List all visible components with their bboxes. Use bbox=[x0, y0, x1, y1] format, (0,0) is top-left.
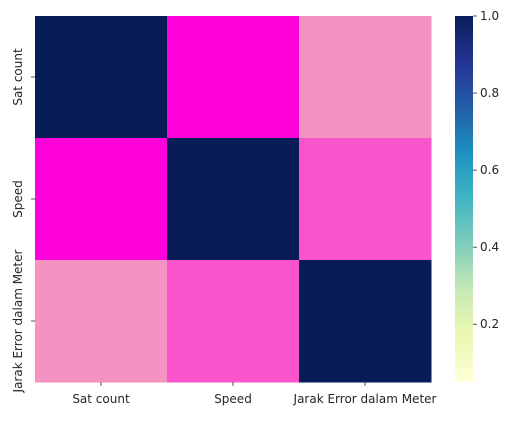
heatmap-cell bbox=[299, 138, 432, 261]
heatmap-cell bbox=[167, 138, 300, 261]
heatmap-cells bbox=[35, 16, 432, 383]
x-tick-label: Sat count bbox=[72, 392, 130, 406]
x-tick-labels: Sat count Speed Jarak Error dalam Meter bbox=[72, 382, 437, 406]
x-tick-label: Jarak Error dalam Meter bbox=[293, 392, 437, 406]
y-tick-label: Speed bbox=[11, 180, 25, 218]
y-tick-labels: Sat count Speed Jarak Error dalam Meter bbox=[11, 48, 35, 393]
heatmap-cell bbox=[35, 260, 168, 383]
heatmap-cell bbox=[167, 260, 300, 383]
colorbar-ticks: 0.2 0.4 0.6 0.8 1.0 bbox=[473, 9, 499, 331]
heatmap-cell bbox=[299, 16, 432, 139]
colorbar-tick-label: 1.0 bbox=[480, 9, 499, 23]
colorbar-tick-label: 0.8 bbox=[480, 86, 499, 100]
y-tick-label: Jarak Error dalam Meter bbox=[11, 249, 25, 393]
colorbar-tick-label: 0.4 bbox=[480, 240, 499, 254]
heatmap-cell bbox=[299, 260, 432, 383]
colorbar-tick-label: 0.6 bbox=[480, 163, 499, 177]
heatmap-cell bbox=[167, 16, 300, 139]
colorbar bbox=[455, 16, 473, 382]
x-tick-label: Speed bbox=[214, 392, 252, 406]
y-tick-label: Sat count bbox=[11, 48, 25, 106]
heatmap-cell bbox=[35, 16, 168, 139]
colorbar-tick-label: 0.2 bbox=[480, 317, 499, 331]
heatmap-cell bbox=[35, 138, 168, 261]
